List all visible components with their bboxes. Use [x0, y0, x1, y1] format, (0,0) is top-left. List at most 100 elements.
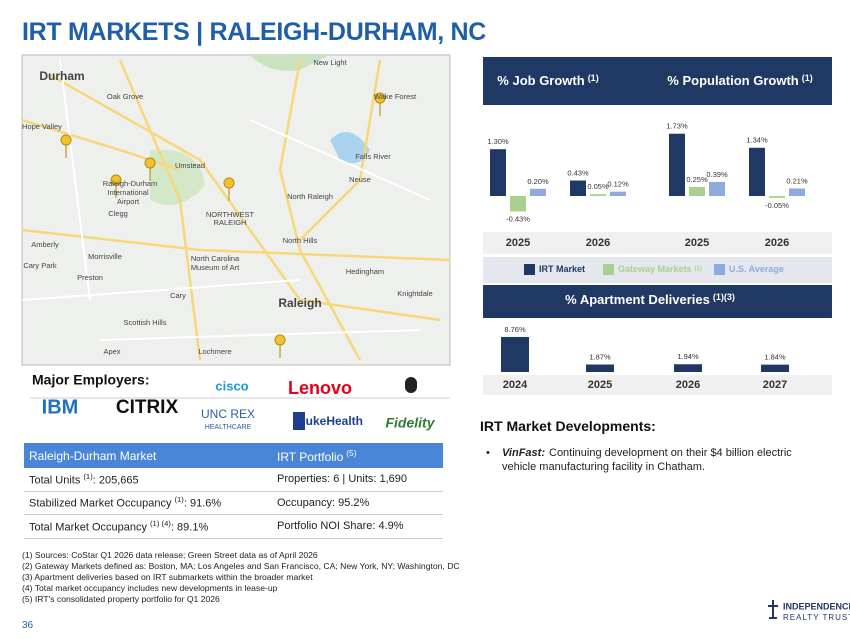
- chart-title: % Population Growth (1): [667, 73, 812, 88]
- lake: [330, 132, 370, 164]
- footnotes: (1) Sources: CoStar Q1 2026 data release…: [22, 550, 460, 605]
- footnote: (2) Gateway Markets defined as: Boston, …: [22, 561, 460, 571]
- bar: [570, 180, 586, 196]
- map-label: Falls River: [355, 152, 391, 161]
- cell-text: Total Market Occupancy: [29, 521, 147, 534]
- map-label: Umstead: [175, 161, 205, 170]
- map-label: North Hills: [283, 236, 318, 245]
- icon: [768, 600, 778, 619]
- value-label: 0.39%: [706, 170, 728, 179]
- pins: [60, 92, 386, 359]
- logo-text: INDEPENDENCE: [783, 601, 850, 611]
- value-label: 0.20%: [527, 177, 549, 186]
- map-label: North Carolina: [191, 254, 240, 263]
- legend-label: U.S. Average: [729, 264, 784, 274]
- employers-heading: Major Employers:: [32, 372, 149, 388]
- map-label: Neuse: [349, 175, 371, 184]
- map-label: Lochmere: [198, 347, 231, 356]
- chart-title-note: (1)(3): [713, 292, 735, 302]
- map-label: RALEIGH: [214, 218, 247, 227]
- map-label: NORTHWEST: [206, 210, 255, 219]
- roads: [21, 59, 431, 341]
- pin: [110, 174, 122, 199]
- bar: [789, 188, 805, 196]
- map-label: Airport: [117, 197, 140, 206]
- cell-note: (1) (4): [150, 518, 171, 528]
- value-label: 0.21%: [786, 176, 808, 185]
- roads: [21, 59, 451, 361]
- value-label: 0.05%: [587, 182, 609, 191]
- map-label: Clegg: [108, 209, 128, 218]
- bar: [749, 147, 765, 196]
- cell-text: Total Units: [29, 474, 81, 487]
- employer-logo: CITRIX: [116, 397, 179, 418]
- chart-title-text: % Job Growth: [497, 73, 584, 88]
- logo-mark: [768, 600, 778, 619]
- map-label: Cary Park: [23, 261, 57, 270]
- map-label: Cary: [170, 291, 186, 300]
- chart-title-note: (1): [802, 73, 813, 83]
- chart-title: % Apartment Deliveries (1)(3): [565, 292, 735, 307]
- map-label: Raleigh-Durham: [103, 179, 158, 188]
- value-label: 1.34%: [746, 136, 768, 145]
- x-tick-label: 2026: [765, 237, 789, 249]
- cell-note: (1): [174, 495, 184, 505]
- chart-title-text: % Apartment Deliveries: [565, 292, 710, 307]
- development-item: VinFast:Continuing development on their …: [480, 446, 820, 474]
- bar: [530, 188, 546, 196]
- cell-value: : 205,665: [92, 474, 139, 487]
- bar: [610, 191, 626, 196]
- table-row: Total Market Occupancy (1) (4): 89.1% Port…: [24, 515, 443, 539]
- cell-note: (5): [346, 447, 357, 458]
- map-label: International: [107, 188, 149, 197]
- pin: [374, 92, 386, 117]
- bar: [769, 196, 785, 198]
- bar: [510, 196, 526, 212]
- value-label: 1.30%: [487, 137, 509, 146]
- logo-icon: [293, 412, 305, 430]
- value-label: -0.05%: [765, 201, 789, 210]
- cell-text: IRT Portfolio: [277, 449, 344, 464]
- bar: [669, 133, 685, 196]
- map-label: North Raleigh: [287, 192, 333, 201]
- page-number: 36: [22, 620, 34, 631]
- bar: [586, 364, 614, 372]
- page-title: IRT MARKETS | RALEIGH-DURHAM, NC: [22, 18, 487, 46]
- year-band: [483, 375, 832, 395]
- table-cell: IRT Portfolio (5): [277, 448, 443, 464]
- legend-name: U.S. Average: [729, 264, 784, 274]
- map-label: Apex: [103, 347, 120, 356]
- pin: [274, 334, 286, 359]
- x-tick-label: 2025: [506, 237, 530, 249]
- map-label: Wake Forest: [374, 92, 417, 101]
- table-cell: Total Market Occupancy (1) (4): 89.1%: [24, 519, 277, 534]
- table-cell: Occupancy: 95.2%: [277, 497, 443, 509]
- legend-band: [483, 257, 832, 283]
- table-row: Stabilized Market Occupancy (1): 91.6% Occ…: [24, 492, 443, 515]
- bar: [709, 181, 725, 196]
- x-tick-label: 2025: [685, 237, 709, 249]
- employer-logo: HEALTHCARE: [205, 424, 252, 431]
- panel-header: [483, 57, 832, 105]
- market-table: Raleigh-Durham Market IRT Portfolio (5) Tot…: [24, 443, 443, 539]
- x-tick-label: 2025: [588, 379, 612, 391]
- map-label: Amberly: [31, 240, 59, 249]
- table-cell: Properties: 6 | Units: 1,690: [277, 473, 443, 485]
- legend-swatch: [524, 264, 535, 275]
- logo-icon: [405, 377, 417, 393]
- pin: [60, 134, 72, 159]
- value-label: 1.87%: [589, 353, 611, 362]
- bar: [761, 364, 789, 372]
- legend-swatch: [603, 264, 614, 275]
- map-label: Durham: [39, 69, 84, 83]
- bar: [501, 336, 529, 372]
- chart-title-text: % Population Growth: [667, 73, 798, 88]
- employer-logo: Fidelity: [385, 415, 435, 431]
- map-label: Preston: [77, 273, 103, 282]
- development-lead: VinFast:: [502, 447, 545, 459]
- pin: [144, 157, 156, 182]
- bar: [490, 149, 506, 196]
- legend-name: IRT Market: [539, 264, 585, 274]
